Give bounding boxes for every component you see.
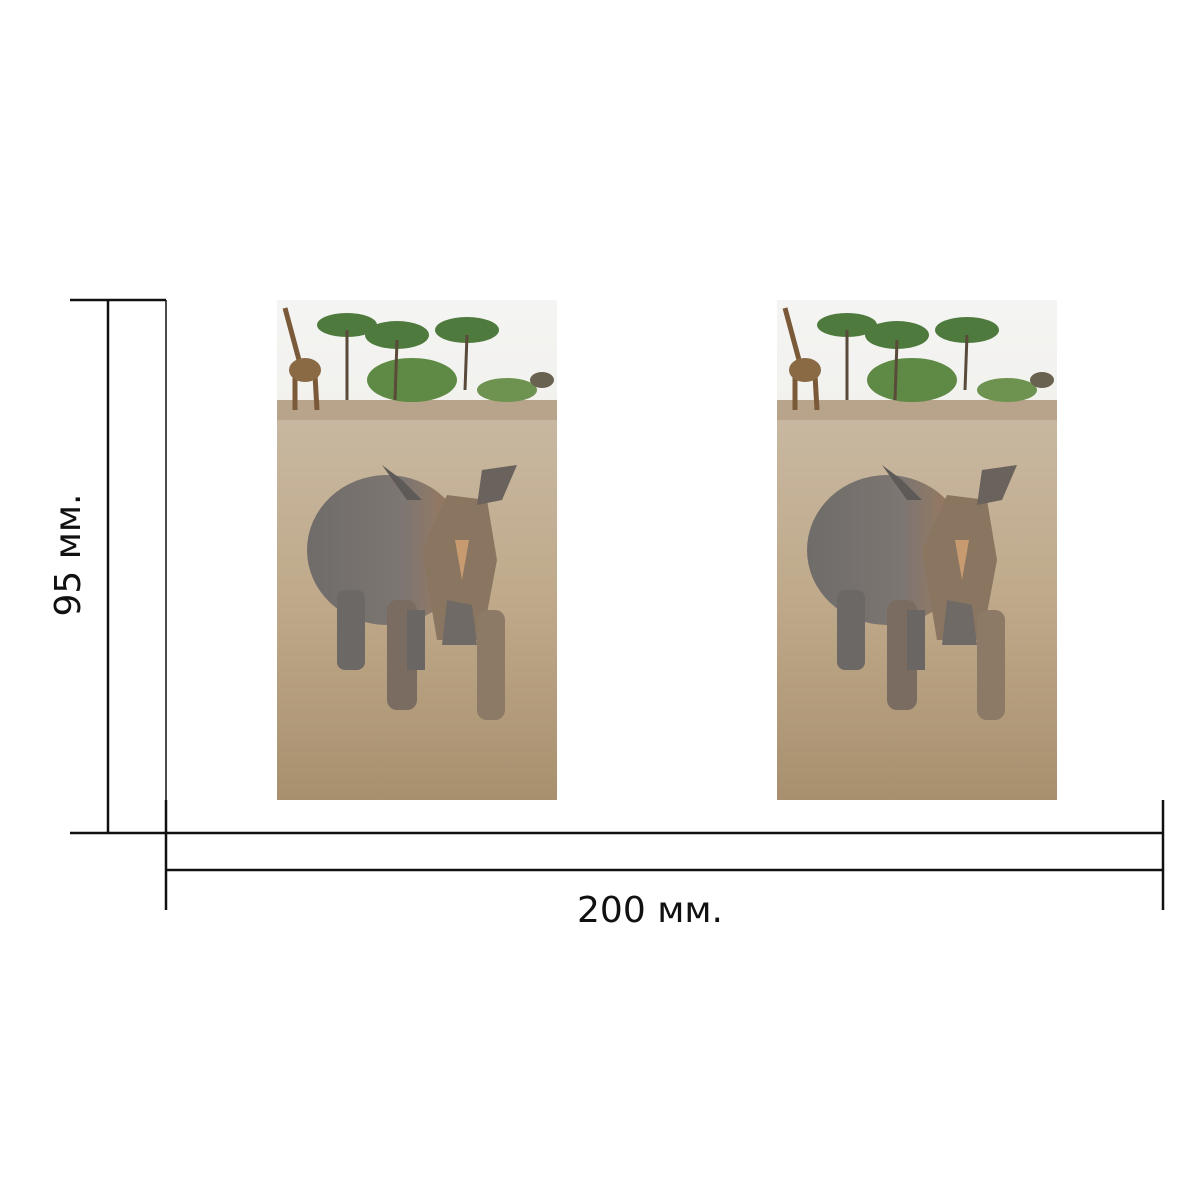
product-photo [277, 300, 557, 800]
height-label: 95 мм. [48, 493, 89, 616]
product-photo [777, 300, 1057, 800]
width-label: 200 мм. [577, 890, 723, 931]
